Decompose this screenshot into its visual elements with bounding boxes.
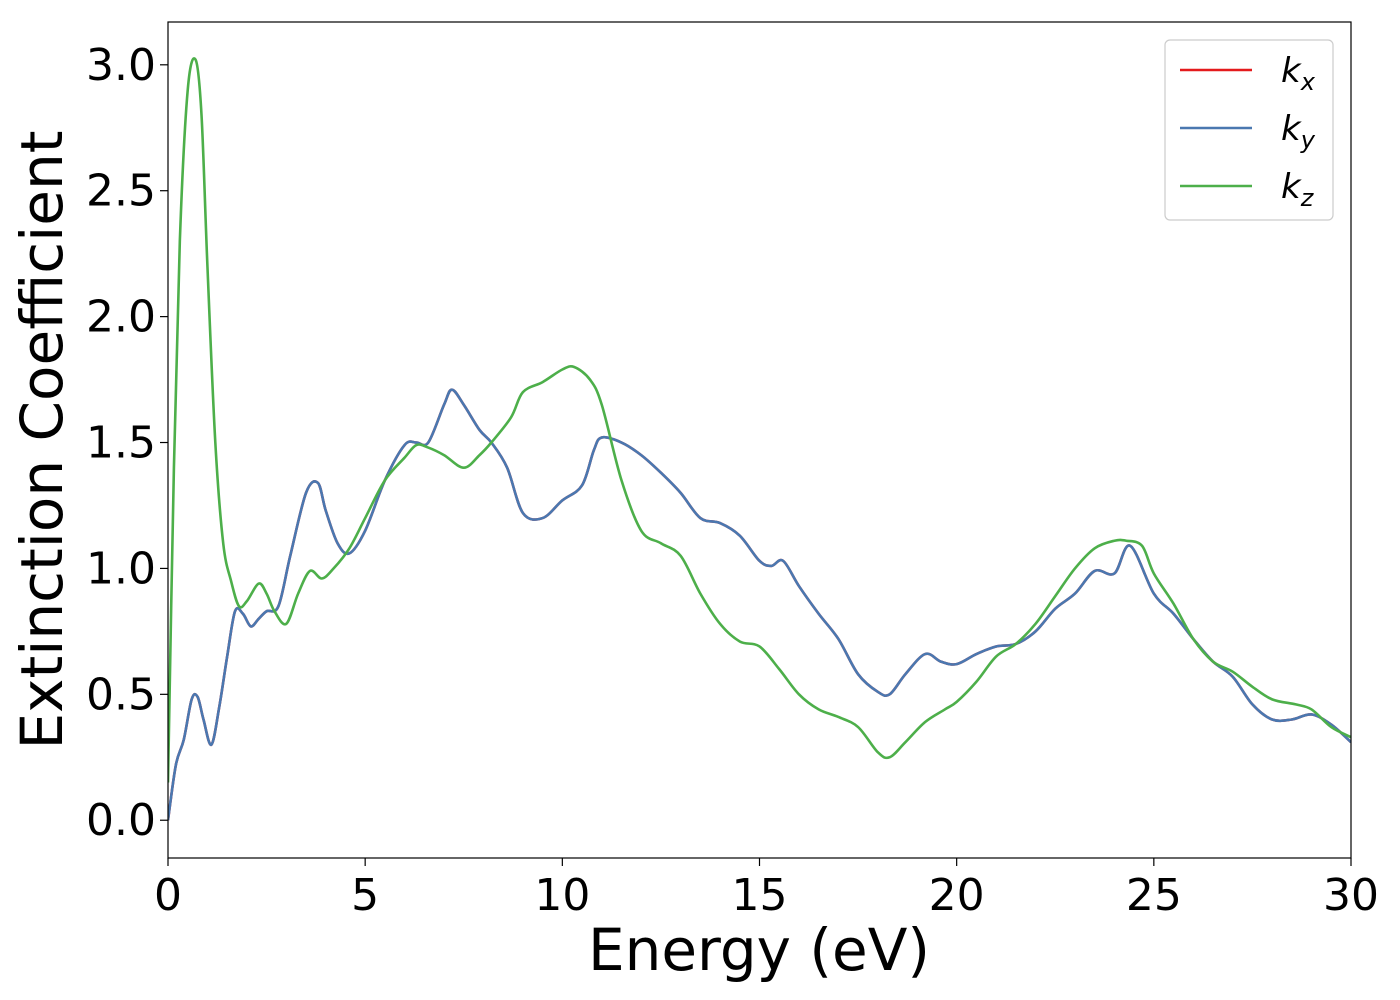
y-tick-label: 1.5 [86,418,156,469]
y-tick-label: 1.0 [86,543,156,594]
y-tick-label: 2.5 [86,166,156,217]
x-tick-label: 30 [1323,870,1379,921]
series-line-y [168,388,1351,821]
y-tick-label: 0.0 [86,795,156,846]
x-tick-label: 20 [929,870,985,921]
y-axis-ticks: 0.0 0.5 1.0 1.5 2.0 2.5 3.0 [86,40,168,846]
x-axis-title: Energy (eV) [588,916,930,984]
x-axis-ticks: 0 5 10 15 20 25 30 [154,858,1379,921]
legend-box [1164,39,1334,221]
y-tick-label: 2.0 [86,292,156,343]
x-tick-label: 10 [534,870,590,921]
series-line-z [168,57,1351,783]
series-layer [168,57,1351,821]
x-tick-label: 15 [732,870,788,921]
y-tick-label: 3.0 [86,40,156,91]
x-tick-label: 0 [154,870,182,921]
x-tick-label: 5 [351,870,379,921]
y-tick-label: 0.5 [86,669,156,720]
plot-area [168,22,1351,858]
y-axis-title: Extinction Coefficient [8,131,76,750]
x-tick-label: 25 [1126,870,1182,921]
